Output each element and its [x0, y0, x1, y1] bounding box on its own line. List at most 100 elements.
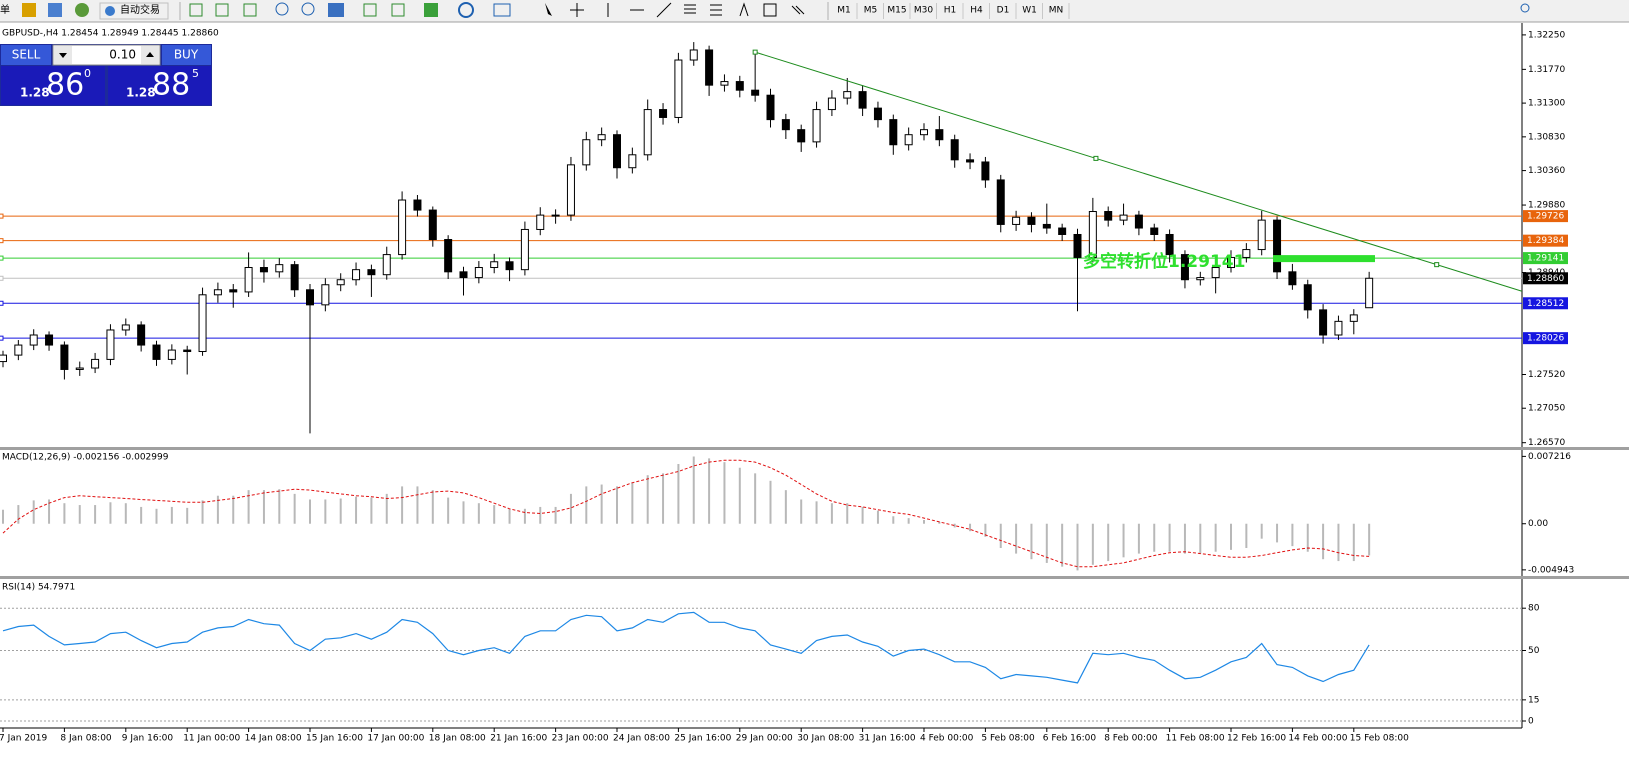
x-tick-label: 21 Jan 16:00: [490, 734, 547, 744]
timeframe-button[interactable]: D1: [997, 6, 1010, 16]
icon[interactable]: [215, 3, 229, 17]
sell-button[interactable]: [1, 45, 51, 65]
x-tick-label: 31 Jan 16:00: [859, 734, 916, 744]
candle-body: [367, 269, 376, 276]
icon[interactable]: [301, 2, 315, 16]
x-tick-label: 18 Jan 08:00: [429, 734, 486, 744]
x-tick-label: 29 Jan 00:00: [736, 734, 793, 744]
price-label-box: [1523, 252, 1568, 265]
timeframe-button[interactable]: M15: [887, 6, 906, 16]
bid-box[interactable]: [1, 66, 105, 105]
panel-separator: [0, 576, 1629, 579]
candle-body: [1104, 211, 1113, 221]
icon[interactable]: [22, 3, 36, 17]
timeframe-button[interactable]: M5: [864, 6, 878, 16]
icon[interactable]: [684, 4, 696, 14]
y-tick-label: 80: [1528, 604, 1540, 614]
y-tick-label: 1.31770: [1528, 65, 1565, 75]
icon[interactable]: [363, 3, 377, 17]
candle-body: [1288, 271, 1297, 286]
line-handle: [0, 300, 4, 306]
timeframe-button[interactable]: MN: [1049, 6, 1064, 16]
candle-body: [1319, 309, 1328, 336]
timeframe-button[interactable]: H4: [970, 6, 983, 16]
candle-body: [29, 334, 38, 346]
icon[interactable]: [710, 4, 722, 16]
search-icon[interactable]: [1520, 3, 1530, 13]
icon[interactable]: [458, 2, 474, 18]
x-tick-label: 8 Jan 08:00: [60, 734, 112, 744]
candle-body: [659, 109, 668, 118]
candle-body: [751, 89, 760, 96]
candle-body: [1073, 233, 1082, 258]
icon[interactable]: [424, 3, 438, 17]
candle-body: [920, 129, 928, 136]
candle-body: [1119, 214, 1128, 221]
candle-body: [152, 344, 161, 360]
candle-body: [797, 129, 806, 143]
candle-body: [121, 324, 130, 331]
icon[interactable]: [48, 3, 62, 17]
auto-trade-button[interactable]: [99, 2, 169, 20]
candle-body: [705, 49, 714, 86]
candle-body: [520, 228, 529, 271]
candle-body: [950, 139, 959, 161]
candle-body: [321, 284, 330, 306]
timeframe-button[interactable]: M30: [914, 6, 933, 16]
candle-body: [1012, 216, 1021, 225]
toolbar: [0, 0, 1629, 22]
icon[interactable]: [75, 3, 89, 17]
candle-body: [290, 264, 299, 291]
candle-body: [1242, 249, 1251, 258]
price-label: 1.29141: [1527, 254, 1564, 264]
chart-header: GBPUSD-,H4 1.28454 1.28949 1.28445 1.288…: [2, 29, 219, 39]
icon[interactable]: [275, 2, 289, 16]
x-tick-label: 24 Jan 08:00: [613, 734, 670, 744]
icon[interactable]: [763, 3, 777, 17]
candle-body: [137, 324, 146, 346]
candle-body: [275, 264, 284, 273]
timeframe-button[interactable]: H1: [944, 6, 957, 16]
icon[interactable]: [189, 3, 203, 17]
candle-body: [505, 261, 514, 271]
buy-button[interactable]: [162, 45, 211, 65]
candle-body: [1180, 254, 1189, 281]
arrow: [59, 53, 67, 58]
timeframe-button[interactable]: M1: [837, 6, 851, 16]
candle-body: [45, 334, 54, 346]
candle-body: [1257, 219, 1266, 251]
y-tick-label: 1.26570: [1528, 438, 1565, 448]
x-tick-label: 8 Feb 00:00: [1104, 734, 1158, 744]
lot-field[interactable]: [52, 44, 161, 66]
icon[interactable]: [391, 3, 405, 17]
indicator-title: RSI(14) 54.7971: [2, 583, 75, 593]
icon[interactable]: [570, 3, 584, 17]
candle-body: [766, 94, 775, 121]
x-tick-label: 9 Jan 16:00: [122, 734, 174, 744]
candle-body: [229, 289, 238, 293]
icon[interactable]: [656, 2, 672, 18]
arrow: [146, 52, 154, 57]
icon[interactable]: [493, 3, 511, 17]
price-label: 1.29726: [1527, 212, 1564, 222]
icon[interactable]: [328, 3, 344, 17]
candle-body: [935, 129, 944, 141]
ask-box[interactable]: [108, 66, 211, 105]
macd-signal: [2, 459, 1370, 568]
chart: 1.32250 1.31770 1.31300 1.30830 1.30360 1.298…: [0, 23, 1629, 744]
candle-body: [306, 289, 314, 306]
icon: [105, 6, 115, 16]
menu-item[interactable]: 单: [0, 4, 10, 16]
y-tick-label: 0.00: [1528, 519, 1548, 529]
timeframe-button[interactable]: W1: [1022, 6, 1037, 16]
icon[interactable]: [545, 3, 552, 16]
candle-body: [1196, 277, 1205, 281]
icon[interactable]: [243, 3, 257, 17]
candle-body: [904, 134, 913, 146]
icon[interactable]: [791, 5, 805, 15]
candle-body: [490, 261, 499, 269]
price-label: 1.28026: [1527, 334, 1564, 344]
icon[interactable]: [739, 2, 749, 17]
y-tick-label: -0.004943: [1528, 565, 1574, 575]
